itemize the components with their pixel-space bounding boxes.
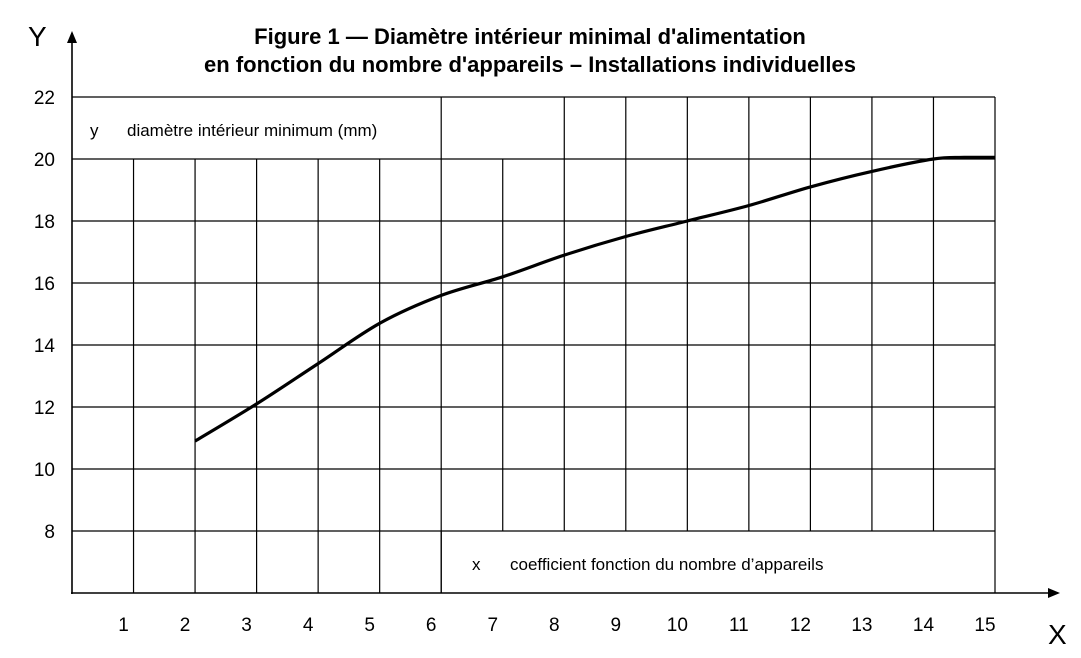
- y-tick-label-22: 22: [34, 88, 55, 109]
- x-axis-letter: X: [1048, 619, 1067, 650]
- x-tick-label-15: 15: [974, 615, 995, 636]
- y-tick-label-8: 8: [44, 522, 55, 543]
- y-tick-labels: 8 10 12 14 16 18 20 22: [34, 88, 56, 543]
- x-tick-label-2: 2: [180, 615, 191, 636]
- x-tick-label-6: 6: [426, 615, 437, 636]
- axes: [67, 31, 1060, 598]
- x-tick-label-4: 4: [303, 615, 314, 636]
- chart-title-line-1: Figure 1 — Diamètre intérieur minimal d'…: [254, 24, 806, 49]
- y-axis-letter: Y: [28, 21, 47, 52]
- y-tick-label-14: 14: [34, 336, 56, 357]
- chart-title-line-2: en fonction du nombre d'appareils – Inst…: [204, 52, 856, 77]
- x-tick-label-11: 11: [729, 615, 749, 636]
- x-tick-label-10: 10: [667, 615, 688, 636]
- x-tick-label-3: 3: [241, 615, 252, 636]
- y-legend-symbol: y: [90, 121, 99, 140]
- x-tick-label-9: 9: [611, 615, 622, 636]
- y-tick-label-12: 12: [34, 398, 55, 419]
- x-axis-arrow: [1048, 588, 1060, 598]
- series-line-0: [194, 155, 996, 443]
- data-series: [194, 155, 996, 443]
- y-tick-label-10: 10: [34, 460, 55, 481]
- x-tick-label-1: 1: [118, 615, 129, 636]
- x-tick-label-8: 8: [549, 615, 560, 636]
- x-tick-label-13: 13: [851, 615, 872, 636]
- y-tick-label-20: 20: [34, 150, 55, 171]
- x-tick-label-14: 14: [913, 615, 935, 636]
- x-tick-label-12: 12: [790, 615, 811, 636]
- grid-lines: [72, 96, 996, 593]
- x-tick-labels: 1 2 3 4 5 6 7 8 9 10 11 12 13 14 15: [118, 615, 995, 636]
- y-tick-label-18: 18: [34, 212, 55, 233]
- x-legend-symbol: x: [472, 555, 481, 574]
- y-tick-label-16: 16: [34, 274, 55, 295]
- x-legend-text: coefficient fonction du nombre d’apparei…: [510, 555, 823, 574]
- x-tick-label-5: 5: [364, 615, 375, 636]
- x-tick-label-7: 7: [487, 615, 498, 636]
- y-axis-arrow: [67, 31, 77, 43]
- y-legend-text: diamètre intérieur minimum (mm): [127, 121, 377, 140]
